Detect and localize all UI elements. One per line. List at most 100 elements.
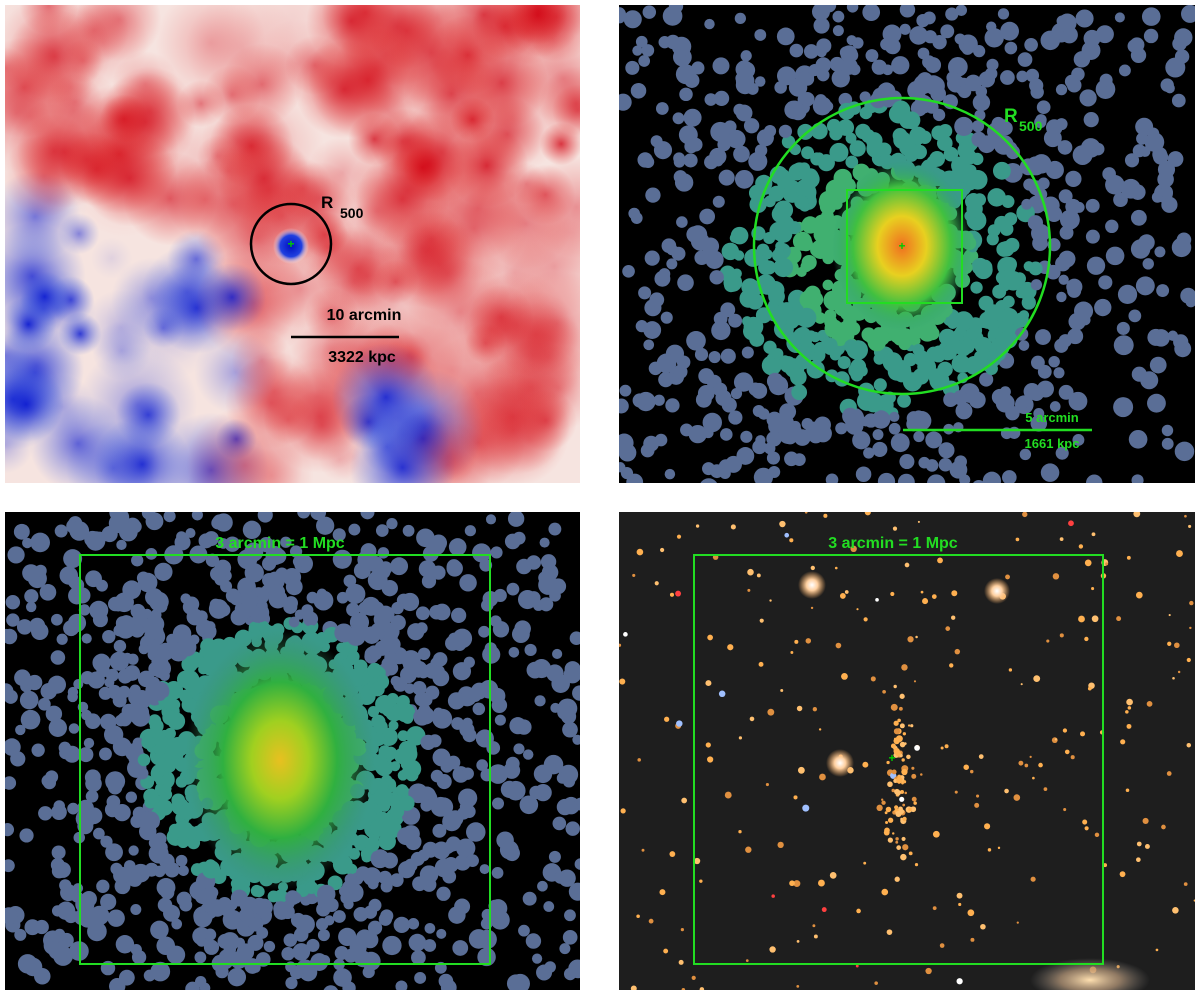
photon-blob	[389, 873, 404, 887]
star	[705, 680, 712, 687]
star	[894, 876, 900, 882]
photon-blob	[386, 693, 399, 705]
star	[863, 617, 868, 622]
star	[1094, 832, 1100, 838]
star	[705, 742, 711, 748]
photon-blob	[1130, 47, 1147, 63]
star	[1125, 788, 1130, 793]
photon-blob	[452, 662, 472, 681]
photon-blob	[345, 583, 366, 604]
photon-blob	[556, 798, 574, 816]
photon-blob	[96, 879, 110, 893]
star	[897, 718, 901, 723]
photon-blob	[871, 410, 891, 429]
star	[1033, 675, 1041, 682]
photon-blob	[694, 250, 710, 266]
photon-blob	[466, 854, 479, 868]
photon-blob	[1079, 89, 1097, 107]
photon-blob	[1002, 295, 1015, 308]
photon-blob	[1172, 36, 1187, 52]
map-blob	[197, 263, 267, 332]
photon-blob	[191, 512, 203, 521]
star	[819, 773, 826, 781]
photon-blob	[267, 890, 280, 903]
photon-blob	[283, 599, 298, 614]
photon-blob	[505, 780, 526, 801]
photon-blob	[461, 767, 474, 780]
photon-blob	[975, 85, 988, 98]
star	[777, 841, 784, 849]
photon-blob	[27, 674, 43, 691]
photon-blob	[15, 724, 26, 736]
star	[902, 803, 906, 807]
photon-blob	[128, 845, 139, 856]
photon-blob	[1058, 189, 1073, 204]
scale-label: 3 arcmin = 1 Mpc	[215, 535, 344, 552]
photon-blob	[1045, 205, 1063, 223]
photon-blob	[29, 617, 46, 634]
photon-blob	[142, 608, 153, 619]
star	[949, 663, 954, 668]
photon-blob	[63, 549, 83, 569]
star	[855, 964, 859, 968]
photon-blob	[78, 604, 91, 616]
star	[885, 806, 892, 813]
photon-blob	[794, 194, 809, 210]
photon-blob	[839, 46, 852, 59]
photon-blob	[824, 338, 838, 352]
photon-blob	[1174, 441, 1195, 462]
photon-blob	[436, 928, 447, 939]
photon-blob	[361, 931, 379, 949]
photon-blob	[1055, 255, 1071, 272]
star	[1043, 787, 1048, 791]
photon-blob	[84, 530, 101, 548]
photon-blob	[926, 346, 942, 362]
star	[931, 594, 937, 599]
photon-blob	[913, 430, 925, 443]
star	[1084, 636, 1089, 642]
photon-blob	[686, 330, 706, 351]
star	[901, 836, 906, 841]
photon-blob	[666, 258, 678, 270]
star	[892, 832, 895, 835]
star	[903, 742, 907, 746]
photon-blob	[970, 281, 983, 294]
star	[636, 914, 640, 919]
star	[844, 590, 849, 594]
star	[1142, 817, 1149, 825]
photon-blob	[116, 539, 127, 551]
star	[887, 837, 894, 843]
photon-blob	[433, 707, 444, 718]
photon-blob	[1004, 41, 1018, 55]
star	[738, 736, 743, 740]
photon-blob	[1057, 13, 1077, 33]
star	[917, 520, 920, 523]
photon-blob	[769, 221, 788, 241]
photon-blob	[957, 84, 972, 99]
photon-blob	[137, 753, 151, 767]
photon-blob	[773, 257, 794, 278]
photon-blob	[368, 645, 380, 657]
star	[907, 724, 911, 727]
photon-blob	[645, 187, 661, 203]
cluster-core	[185, 630, 375, 890]
star	[944, 744, 949, 749]
photon-blob	[1017, 52, 1033, 67]
star	[797, 766, 805, 774]
photon-blob	[104, 802, 120, 818]
photon-blob	[171, 793, 186, 808]
photon-blob	[45, 770, 59, 784]
photon-blob	[240, 591, 259, 609]
photon-blob	[407, 623, 425, 641]
map-blob	[379, 112, 480, 214]
photon-blob	[281, 946, 295, 961]
photon-blob	[1140, 371, 1159, 390]
photon-blob	[297, 512, 311, 519]
photon-blob	[405, 768, 419, 782]
photon-blob	[424, 922, 436, 934]
map-blob	[177, 79, 225, 128]
photon-blob	[5, 738, 21, 756]
photon-blob	[893, 131, 912, 150]
star	[932, 906, 937, 911]
photon-blob	[459, 801, 471, 812]
